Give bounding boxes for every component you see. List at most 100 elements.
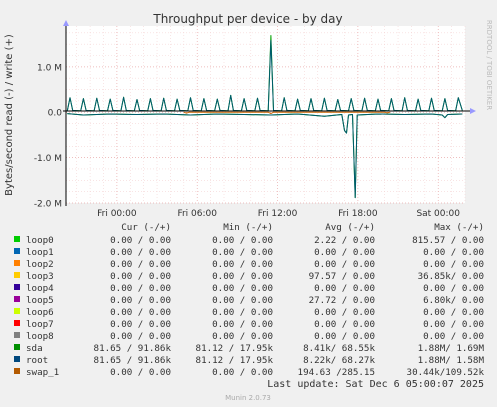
legend-value-avg: 0.00 / 0.00 xyxy=(314,247,375,258)
legend-value-avg: 27.72 / 0.00 xyxy=(309,295,375,306)
legend-value-avg: 0.00 / 0.00 xyxy=(314,283,375,294)
legend-header: Avg (-/+) xyxy=(325,222,375,233)
legend-value-avg: 0.00 / 0.00 xyxy=(314,331,375,342)
legend-swatch-loop3 xyxy=(14,272,20,278)
legend-name: loop8 xyxy=(26,331,54,342)
legend-swatch-loop1 xyxy=(14,248,20,254)
legend-value-avg: 194.63 /285.15 xyxy=(298,367,375,378)
legend-name: loop1 xyxy=(26,247,54,258)
legend-value-min: 0.00 / 0.00 xyxy=(212,331,273,342)
legend-value-cur: 0.00 / 0.00 xyxy=(110,235,171,246)
x-tick-label: Fri 00:00 xyxy=(97,209,137,219)
legend-value-max: 1.88M/ 1.69M xyxy=(418,343,485,354)
x-axis-arrow xyxy=(470,108,476,114)
legend-value-max: 36.85k/ 0.00 xyxy=(418,271,484,282)
x-tick-label: Sat 00:00 xyxy=(416,209,460,219)
legend-value-min: 81.12 / 17.95k xyxy=(196,355,274,366)
legend-value-max: 1.88M/ 1.58M xyxy=(418,355,485,366)
y-ticks: 1.0 M 0.0 -1.0 M -2.0 M xyxy=(34,63,62,209)
legend-name: loop0 xyxy=(26,235,54,246)
y-axis-arrow xyxy=(63,20,69,26)
y-axis-label: Bytes/second read (-) / write (+) xyxy=(4,34,15,196)
legend-value-max: 0.00 / 0.00 xyxy=(423,319,484,330)
legend-value-max: 0.00 / 0.00 xyxy=(423,331,484,342)
legend-swatch-loop8 xyxy=(14,332,20,338)
legend-name: swap_1 xyxy=(26,367,59,378)
legend-value-cur: 0.00 / 0.00 xyxy=(110,247,171,258)
rrdtool-credit: RRDTOOL / TOBI OETIKER xyxy=(485,20,493,110)
legend-swatch-loop0 xyxy=(14,236,20,242)
legend-name: loop6 xyxy=(26,307,54,318)
legend-value-min: 0.00 / 0.00 xyxy=(212,247,273,258)
legend-header: Cur (-/+) xyxy=(121,222,171,233)
series-line-swap_1 xyxy=(183,111,391,115)
legend-value-max: 0.00 / 0.00 xyxy=(423,259,484,270)
legend-name: root xyxy=(26,355,48,366)
legend-name: loop4 xyxy=(26,283,54,294)
legend-name: sda xyxy=(26,343,43,354)
legend-name: loop7 xyxy=(26,319,54,330)
x-ticks: Fri 00:00 Fri 06:00 Fri 12:00 Fri 18:00 Sat … xyxy=(97,209,460,219)
legend-value-cur: 0.00 / 0.00 xyxy=(110,331,171,342)
legend-swatch-root xyxy=(14,356,20,362)
legend-swatch-swap_1 xyxy=(14,368,20,374)
legend-value-avg: 8.22k/ 68.27k xyxy=(303,355,375,366)
legend-value-cur: 0.00 / 0.00 xyxy=(110,307,171,318)
legend-value-cur: 0.00 / 0.00 xyxy=(110,283,171,294)
legend-value-max: 0.00 / 0.00 xyxy=(423,247,484,258)
chart-title: Throughput per device - by day xyxy=(152,12,342,26)
legend-swatch-loop6 xyxy=(14,308,20,314)
legend-name: loop5 xyxy=(26,295,54,306)
grid-minor xyxy=(66,26,466,203)
munin-version: Munin 2.0.73 xyxy=(225,394,271,402)
legend-name: loop3 xyxy=(26,271,54,282)
legend-value-avg: 0.00 / 0.00 xyxy=(314,259,375,270)
legend-value-cur: 0.00 / 0.00 xyxy=(110,259,171,270)
legend-value-max: 815.57 / 0.00 xyxy=(412,235,484,246)
legend-value-cur: 81.65 / 91.86k xyxy=(94,355,172,366)
grid-major xyxy=(66,26,465,204)
legend-swatch-loop7 xyxy=(14,320,20,326)
legend-value-min: 0.00 / 0.00 xyxy=(212,271,273,282)
legend-value-min: 0.00 / 0.00 xyxy=(212,283,273,294)
legend-value-avg: 97.57 / 0.00 xyxy=(309,271,375,282)
legend-value-cur: 81.65 / 91.86k xyxy=(94,343,172,354)
legend-value-min: 0.00 / 0.00 xyxy=(212,307,273,318)
legend-swatch-loop4 xyxy=(14,284,20,290)
legend-header: Min (-/+) xyxy=(223,222,273,233)
y-tick-label: -1.0 M xyxy=(34,154,62,164)
legend-value-max: 0.00 / 0.00 xyxy=(423,307,484,318)
legend-value-max: 0.00 / 0.00 xyxy=(423,283,484,294)
y-tick-label: 0.0 xyxy=(48,109,63,119)
legend-swatch-sda xyxy=(14,344,20,350)
x-tick-label: Fri 18:00 xyxy=(338,209,378,219)
legend-value-min: 0.00 / 0.00 xyxy=(212,367,273,378)
legend-header: Max (-/+) xyxy=(434,222,484,233)
legend-value-cur: 0.00 / 0.00 xyxy=(110,319,171,330)
legend-value-cur: 0.00 / 0.00 xyxy=(110,295,171,306)
legend-name: loop2 xyxy=(26,259,54,270)
legend-value-avg: 2.22 / 0.00 xyxy=(314,235,375,246)
legend-value-cur: 0.00 / 0.00 xyxy=(110,367,171,378)
last-update: Last update: Sat Dec 6 05:00:07 2025 xyxy=(267,379,484,390)
legend-value-cur: 0.00 / 0.00 xyxy=(110,271,171,282)
legend-value-min: 0.00 / 0.00 xyxy=(212,235,273,246)
legend-value-avg: 0.00 / 0.00 xyxy=(314,319,375,330)
series-line-root xyxy=(67,113,463,199)
x-tick-label: Fri 06:00 xyxy=(177,209,217,219)
legend-value-max: 30.44k/109.52k xyxy=(407,367,485,378)
legend-value-max: 6.80k/ 0.00 xyxy=(423,295,484,306)
legend-swatch-loop5 xyxy=(14,296,20,302)
legend-value-min: 0.00 / 0.00 xyxy=(212,259,273,270)
x-tick-label: Fri 12:00 xyxy=(258,209,298,219)
legend-value-min: 81.12 / 17.95k xyxy=(196,343,274,354)
y-tick-label: -2.0 M xyxy=(34,200,62,210)
legend: Cur (-/+) Min (-/+) Avg (-/+) Max (-/+) loop… xyxy=(14,222,484,378)
legend-value-min: 0.00 / 0.00 xyxy=(212,319,273,330)
legend-value-min: 0.00 / 0.00 xyxy=(212,295,273,306)
y-tick-label: 1.0 M xyxy=(37,63,62,73)
legend-swatch-loop2 xyxy=(14,260,20,266)
legend-value-avg: 0.00 / 0.00 xyxy=(314,307,375,318)
legend-value-avg: 8.41k/ 68.55k xyxy=(303,343,375,354)
